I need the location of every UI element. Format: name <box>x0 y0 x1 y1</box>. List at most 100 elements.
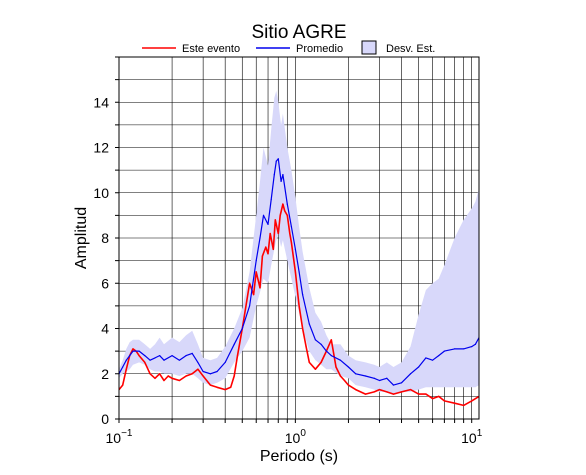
series-promedio-point <box>364 375 367 377</box>
series-promedio-point <box>132 350 134 352</box>
series-este-evento-line <box>119 203 479 407</box>
series-este-evento-point <box>418 393 420 395</box>
series-este-evento-point <box>185 375 187 377</box>
series-promedio-point <box>202 370 204 373</box>
series-promedio-point <box>267 223 269 226</box>
legend-item: Desv. Est. <box>361 40 435 55</box>
series-promedio-point <box>129 355 131 357</box>
series-este-evento-point <box>202 375 204 377</box>
series-promedio-point <box>400 382 403 384</box>
series-este-evento-point <box>279 214 281 216</box>
series-promedio-point <box>373 377 375 379</box>
x-tick-label: 10−1 <box>106 428 133 446</box>
series-este-evento-point <box>171 377 173 379</box>
series-promedio-point <box>286 203 288 205</box>
y-tick-labels: 0 2 4 6 8 10 12 14 <box>93 94 109 427</box>
x-tick-label: 101 <box>461 428 483 446</box>
series-promedio-point <box>290 226 293 228</box>
y-tick-label: 0 <box>101 411 109 427</box>
series-este-evento-point <box>320 361 322 364</box>
series-este-evento-point <box>431 398 434 400</box>
y-tick-label: 12 <box>93 140 109 156</box>
series-promedio-point <box>171 355 173 357</box>
series-promedio-point <box>409 373 412 375</box>
series-promedio-point <box>270 198 272 201</box>
series-promedio-point <box>392 384 395 386</box>
series-promedio-point <box>471 346 473 348</box>
series-este-evento-point <box>191 373 193 375</box>
series-este-evento-point <box>233 375 235 377</box>
series-promedio-point <box>178 359 180 361</box>
series-promedio-point <box>255 260 257 262</box>
legend-swatch <box>361 40 377 55</box>
series-este-evento-point <box>284 210 286 212</box>
series-promedio-point <box>159 355 161 357</box>
series-este-evento-point <box>471 400 473 402</box>
series-este-evento-point <box>400 391 403 393</box>
series-promedio-point <box>197 361 199 364</box>
series-promedio-point <box>144 355 146 357</box>
y-tick-label: 10 <box>93 185 109 201</box>
series-promedio-point <box>185 355 187 357</box>
series-este-evento-point <box>122 384 124 386</box>
series-este-evento-point <box>409 388 412 391</box>
y-tick-label: 2 <box>101 366 109 382</box>
series-promedio-point <box>431 359 434 361</box>
series-promedio-point <box>314 339 317 341</box>
series-este-evento-point <box>305 346 307 348</box>
series-promedio-point <box>259 237 261 239</box>
series-este-evento-point <box>290 241 293 244</box>
series-promedio-point <box>280 180 282 183</box>
series-este-evento-point <box>302 327 304 330</box>
series-promedio-point <box>355 373 357 375</box>
series-este-evento-point <box>144 361 146 364</box>
series-promedio-point <box>248 305 251 307</box>
series-este-evento-point <box>236 355 239 357</box>
legend-label: Desv. Est. <box>386 43 435 55</box>
series-este-evento-point <box>343 379 346 382</box>
y-tick-label: 4 <box>101 321 109 337</box>
series-promedio-point <box>425 357 427 359</box>
y-axis-label: Amplitud <box>73 207 90 269</box>
series-este-evento-point <box>132 348 134 350</box>
series-promedio-point <box>241 327 243 330</box>
series-este-evento-point <box>259 287 261 289</box>
legend-item: Promedio <box>256 43 343 55</box>
series-promedio-point <box>325 350 328 352</box>
x-axis-label: Periodo (s) <box>260 448 338 465</box>
series-este-evento-point <box>261 255 263 257</box>
series-promedio-point <box>474 343 477 345</box>
series-este-evento-point <box>463 404 465 407</box>
series-promedio-point <box>298 271 300 273</box>
series-este-evento-point <box>386 391 388 393</box>
series-este-evento-point <box>224 388 226 391</box>
legend-label: Promedio <box>296 43 343 55</box>
series-este-evento-point <box>269 232 271 235</box>
series-este-evento-point <box>230 386 232 388</box>
series-promedio-point <box>339 359 341 361</box>
series-este-evento-point <box>286 214 288 216</box>
series-promedio-point <box>163 359 165 361</box>
series-promedio-point <box>438 355 440 357</box>
series-este-evento-point <box>138 355 140 357</box>
plot-area <box>119 90 479 407</box>
series-este-evento-point <box>163 379 165 382</box>
series-este-evento-point <box>149 373 151 375</box>
series-este-evento-point <box>197 368 199 370</box>
legend-label: Este evento <box>182 43 240 55</box>
series-este-evento-point <box>159 373 161 375</box>
chart-title: Sitio AGRE <box>251 22 346 43</box>
series-este-evento-point <box>378 388 381 391</box>
series-promedio-point <box>454 348 456 350</box>
series-este-evento-point <box>167 375 169 377</box>
series-promedio-point <box>330 355 332 357</box>
series-este-evento-point <box>267 253 269 255</box>
series-este-evento-point <box>392 393 395 395</box>
series-promedio-point <box>320 343 322 345</box>
series-promedio-point <box>209 373 212 375</box>
series-promedio-point <box>149 359 151 361</box>
legend: Este evento Promedio Desv. Est. <box>142 40 435 55</box>
series-promedio-point <box>216 370 218 373</box>
x-tick-label: 100 <box>285 428 307 446</box>
series-este-evento-point <box>347 384 350 386</box>
